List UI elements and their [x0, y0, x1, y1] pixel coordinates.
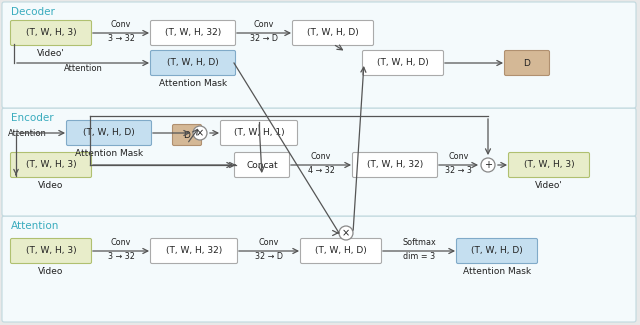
Text: (T, W, H, 32): (T, W, H, 32) [165, 29, 221, 37]
Text: 3 → 32: 3 → 32 [108, 34, 134, 43]
FancyBboxPatch shape [2, 216, 636, 322]
Text: Video: Video [38, 267, 64, 276]
FancyBboxPatch shape [150, 239, 237, 264]
Text: Softmax: Softmax [402, 238, 436, 247]
Text: (T, W, H, 3): (T, W, H, 3) [26, 161, 76, 170]
Text: (T, W, H, 3): (T, W, H, 3) [26, 29, 76, 37]
FancyBboxPatch shape [2, 2, 636, 108]
FancyBboxPatch shape [221, 121, 298, 146]
FancyBboxPatch shape [67, 121, 152, 146]
Text: (T, W, H, D): (T, W, H, D) [471, 246, 523, 255]
Text: Conv: Conv [111, 238, 131, 247]
FancyBboxPatch shape [10, 20, 92, 46]
Text: Conv: Conv [259, 238, 279, 247]
Text: Video': Video' [535, 181, 563, 190]
Text: Video: Video [38, 181, 64, 190]
Text: Attention Mask: Attention Mask [75, 149, 143, 158]
Text: (T, W, H, D): (T, W, H, D) [83, 128, 135, 137]
Text: (T, W, H, D): (T, W, H, D) [315, 246, 367, 255]
FancyBboxPatch shape [173, 124, 202, 146]
Text: Video': Video' [37, 49, 65, 58]
Text: Attention: Attention [11, 221, 60, 231]
Text: 4 → 32: 4 → 32 [308, 166, 335, 175]
Text: 3 → 32: 3 → 32 [108, 252, 134, 261]
Text: (T, W, H, D): (T, W, H, D) [377, 58, 429, 68]
Circle shape [193, 126, 207, 140]
Text: (T, W, H, 32): (T, W, H, 32) [166, 246, 222, 255]
FancyBboxPatch shape [234, 152, 289, 177]
Text: 32 → 3: 32 → 3 [445, 166, 472, 175]
FancyBboxPatch shape [504, 50, 550, 75]
FancyBboxPatch shape [301, 239, 381, 264]
Circle shape [339, 226, 353, 240]
FancyBboxPatch shape [150, 20, 236, 46]
Text: Attention Mask: Attention Mask [463, 267, 531, 276]
Text: Attention: Attention [63, 64, 102, 73]
FancyBboxPatch shape [353, 152, 438, 177]
Text: Encoder: Encoder [11, 113, 54, 123]
Text: (T, W, H, D): (T, W, H, D) [307, 29, 359, 37]
Text: ×: × [196, 128, 204, 138]
FancyBboxPatch shape [456, 239, 538, 264]
Text: Attention: Attention [8, 128, 47, 137]
Text: D: D [524, 58, 531, 68]
Text: +: + [484, 160, 492, 170]
Text: 32 → D: 32 → D [250, 34, 278, 43]
FancyBboxPatch shape [10, 152, 92, 177]
Text: (T, W, H, 32): (T, W, H, 32) [367, 161, 423, 170]
FancyBboxPatch shape [10, 239, 92, 264]
Text: ×: × [342, 228, 350, 238]
FancyBboxPatch shape [292, 20, 374, 46]
Text: (T, W, H, 3): (T, W, H, 3) [524, 161, 574, 170]
FancyBboxPatch shape [150, 50, 236, 75]
Text: dim = 3: dim = 3 [403, 252, 435, 261]
Text: Attention Mask: Attention Mask [159, 79, 227, 88]
Text: Decoder: Decoder [11, 7, 55, 17]
FancyBboxPatch shape [509, 152, 589, 177]
Text: (T, W, H, 1): (T, W, H, 1) [234, 128, 284, 137]
FancyBboxPatch shape [2, 108, 636, 216]
Text: D: D [184, 131, 191, 139]
FancyBboxPatch shape [362, 50, 444, 75]
Circle shape [481, 158, 495, 172]
Text: Conv: Conv [254, 20, 274, 29]
Text: Conv: Conv [311, 152, 331, 161]
Text: Concat: Concat [246, 161, 278, 170]
Text: Conv: Conv [111, 20, 131, 29]
Text: Conv: Conv [448, 152, 468, 161]
Text: (T, W, H, D): (T, W, H, D) [167, 58, 219, 68]
Text: 32 → D: 32 → D [255, 252, 283, 261]
Text: (T, W, H, 3): (T, W, H, 3) [26, 246, 76, 255]
